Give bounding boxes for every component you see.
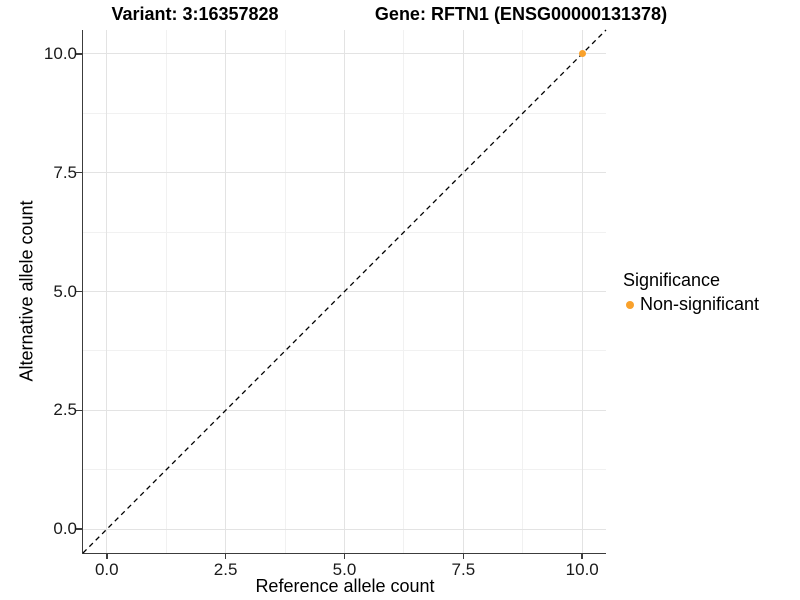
x-axis-tick (224, 553, 227, 559)
gridline-major-horizontal (83, 528, 606, 530)
y-axis-tick-label: 10.0 (43, 43, 77, 63)
legend-title: Significance (623, 270, 721, 290)
y-axis-tick (75, 409, 82, 412)
y-axis-tick (75, 528, 82, 530)
y-axis-tick (75, 171, 82, 174)
y-axis-tick-label: 7.5 (53, 162, 77, 182)
plot-title-gene: Gene: RFTN1 (ENSG00000131378) (374, 4, 668, 24)
x-axis-tick (462, 553, 465, 559)
x-axis-tick (343, 553, 346, 559)
x-axis-tick-label: 5.0 (332, 560, 357, 579)
y-axis-title: Alternative allele count (16, 200, 37, 382)
x-axis-tick (581, 553, 583, 559)
y-axis-tick-label: 5.0 (53, 281, 77, 301)
gridline-major-horizontal (83, 409, 606, 411)
x-axis-tick-label: 10.0 (565, 560, 599, 579)
x-axis-tick-label: 0.0 (94, 560, 119, 579)
legend: Significance Non-significant (623, 270, 759, 315)
data-point (578, 50, 586, 58)
plot-title-variant: Variant: 3:16357828 (111, 4, 279, 24)
gridline-major-horizontal (83, 53, 606, 55)
x-axis-title: Reference allele count (255, 576, 435, 596)
x-axis-tick (106, 553, 108, 559)
y-axis-tick-label: 2.5 (53, 400, 77, 420)
y-axis-tick-label: 0.0 (53, 519, 77, 539)
plot-panel: 0.0 2.5 5.0 7.5 10.0 0.0 2.5 5.0 7.5 10.0 (44, 29, 607, 579)
y-axis-tick (75, 290, 82, 293)
gridline-major-horizontal (83, 172, 606, 174)
identity-dashed-line (82, 29, 607, 554)
x-axis-tick-label: 2.5 (213, 560, 238, 579)
y-axis-tick (75, 53, 82, 55)
legend-items: Non-significant (623, 294, 759, 315)
legend-item: Non-significant (623, 294, 759, 315)
legend-item-label: Non-significant (640, 294, 760, 314)
legend-point-icon (626, 300, 634, 309)
x-axis-tick-label: 7.5 (451, 560, 476, 579)
